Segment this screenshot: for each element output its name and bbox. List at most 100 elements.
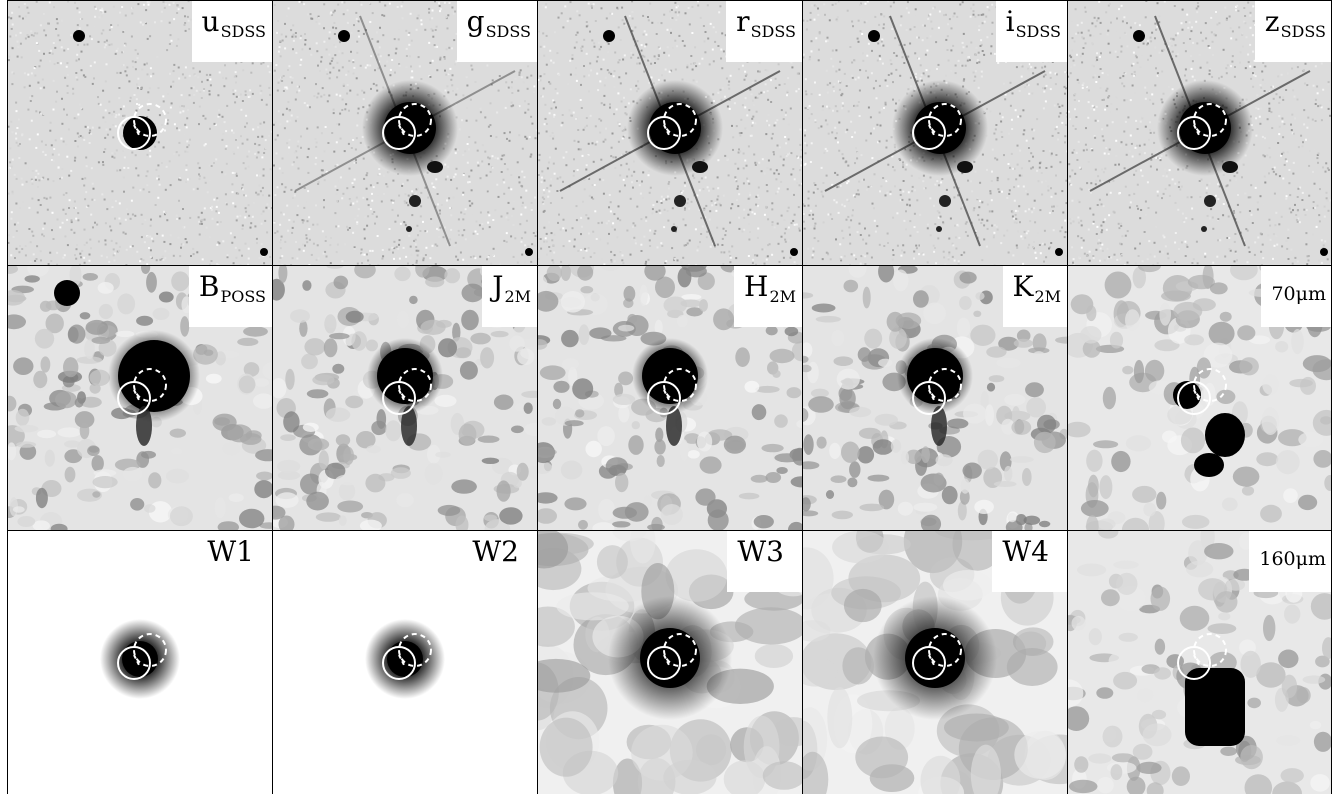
offset-vector (1193, 654, 1201, 668)
source-position-circle (117, 381, 151, 415)
image-panel-W1: W1 (7, 530, 272, 794)
source-position-circle (117, 116, 151, 150)
band-label: r SDSS (726, 0, 802, 62)
offset-position-dashed-circle (133, 368, 167, 402)
image-panel-W4: W4 (802, 530, 1067, 794)
image-panel-H: H 2M (537, 265, 802, 530)
offset-position-dashed-circle (663, 368, 697, 402)
image-mosaic: u SDSS g SDSS r SDSS i SDSS z SDSS B POSS J 2M H 2M K 2M 7… (7, 0, 1332, 794)
sky-image (1067, 530, 1332, 794)
panel-divider (272, 0, 273, 794)
sky-image (537, 0, 802, 265)
source-position-circle (647, 646, 681, 680)
band-label-main: W2 (472, 535, 519, 568)
offset-vector (1193, 389, 1201, 403)
offset-vector (928, 389, 936, 403)
sky-image (272, 530, 537, 794)
band-label: z SDSS (1254, 0, 1332, 62)
band-label-main: B (198, 270, 220, 303)
band-label-subscript: 2M (769, 287, 796, 306)
image-panel-70um: 70μm (1067, 265, 1332, 530)
band-label: B POSS (188, 265, 272, 327)
band-label-main: W3 (737, 535, 784, 568)
panel-border (1331, 0, 1332, 794)
image-panel-r: r SDSS (537, 0, 802, 265)
offset-position-dashed-circle (398, 633, 432, 667)
band-label-subscript: SDSS (220, 22, 266, 41)
offset-vector (663, 124, 671, 138)
band-label-main: r (736, 5, 750, 38)
offset-position-dashed-circle (663, 103, 697, 137)
band-label: 70μm (1261, 265, 1332, 327)
offset-vector (663, 389, 671, 403)
panel-divider (7, 530, 1332, 531)
offset-position-dashed-circle (1193, 368, 1227, 402)
band-label-subscript: POSS (220, 287, 266, 306)
band-label: g SDSS (456, 0, 537, 62)
offset-position-dashed-circle (398, 103, 432, 137)
band-label: u SDSS (191, 0, 272, 62)
band-label: 160μm (1249, 530, 1332, 592)
offset-position-dashed-circle (1193, 633, 1227, 667)
offset-vector (398, 654, 406, 668)
offset-vector (133, 389, 141, 403)
source-position-circle (912, 116, 946, 150)
band-label-subscript: SDSS (750, 22, 796, 41)
panel-divider (7, 265, 1332, 266)
image-panel-i: i SDSS (802, 0, 1067, 265)
image-panel-K: K 2M (802, 265, 1067, 530)
offset-position-dashed-circle (928, 103, 962, 137)
source-position-circle (382, 381, 416, 415)
band-label-subscript: SDSS (485, 22, 531, 41)
panel-border (7, 0, 8, 794)
offset-vector (928, 654, 936, 668)
source-position-circle (647, 116, 681, 150)
band-label-main: 160μm (1259, 548, 1326, 570)
band-label: i SDSS (995, 0, 1067, 62)
offset-position-dashed-circle (928, 633, 962, 667)
band-label-main: H (744, 270, 769, 303)
offset-vector (133, 124, 141, 138)
source-position-circle (912, 646, 946, 680)
band-label-subscript: 2M (504, 287, 531, 306)
source-position-circle (117, 646, 151, 680)
offset-position-dashed-circle (398, 368, 432, 402)
panel-divider (7, 0, 1332, 1)
offset-vector (398, 124, 406, 138)
band-label-main: g (466, 5, 485, 38)
image-panel-J: J 2M (272, 265, 537, 530)
offset-position-dashed-circle (133, 103, 167, 137)
band-label-main: i (1005, 5, 1015, 38)
panel-divider (537, 0, 538, 794)
source-position-circle (1177, 381, 1211, 415)
source-position-circle (382, 116, 416, 150)
image-panel-W3: W3 (537, 530, 802, 794)
band-label: J 2M (482, 265, 537, 327)
offset-position-dashed-circle (663, 633, 697, 667)
band-label: W3 (727, 530, 802, 592)
band-label: H 2M (734, 265, 802, 327)
band-label: W4 (992, 530, 1067, 592)
sky-image (802, 530, 1067, 794)
band-label-subscript: SDSS (1015, 22, 1061, 41)
image-panel-u: u SDSS (7, 0, 272, 265)
band-label-main: 70μm (1271, 283, 1326, 305)
source-position-circle (1177, 116, 1211, 150)
band-label-main: K (1012, 270, 1034, 303)
band-label-subscript: SDSS (1280, 22, 1326, 41)
band-label-main: J (492, 270, 504, 303)
offset-vector (663, 654, 671, 668)
offset-vector (133, 654, 141, 668)
source-position-circle (647, 381, 681, 415)
offset-position-dashed-circle (1193, 103, 1227, 137)
band-label-main: W1 (207, 535, 254, 568)
offset-vector (928, 124, 936, 138)
offset-vector (1193, 124, 1201, 138)
band-label-main: W4 (1002, 535, 1049, 568)
image-panel-W2: W2 (272, 530, 537, 794)
source-position-circle (1177, 646, 1211, 680)
band-label-main: z (1264, 5, 1280, 38)
image-panel-g: g SDSS (272, 0, 537, 265)
band-label-main: u (201, 5, 220, 38)
source-position-circle (912, 381, 946, 415)
